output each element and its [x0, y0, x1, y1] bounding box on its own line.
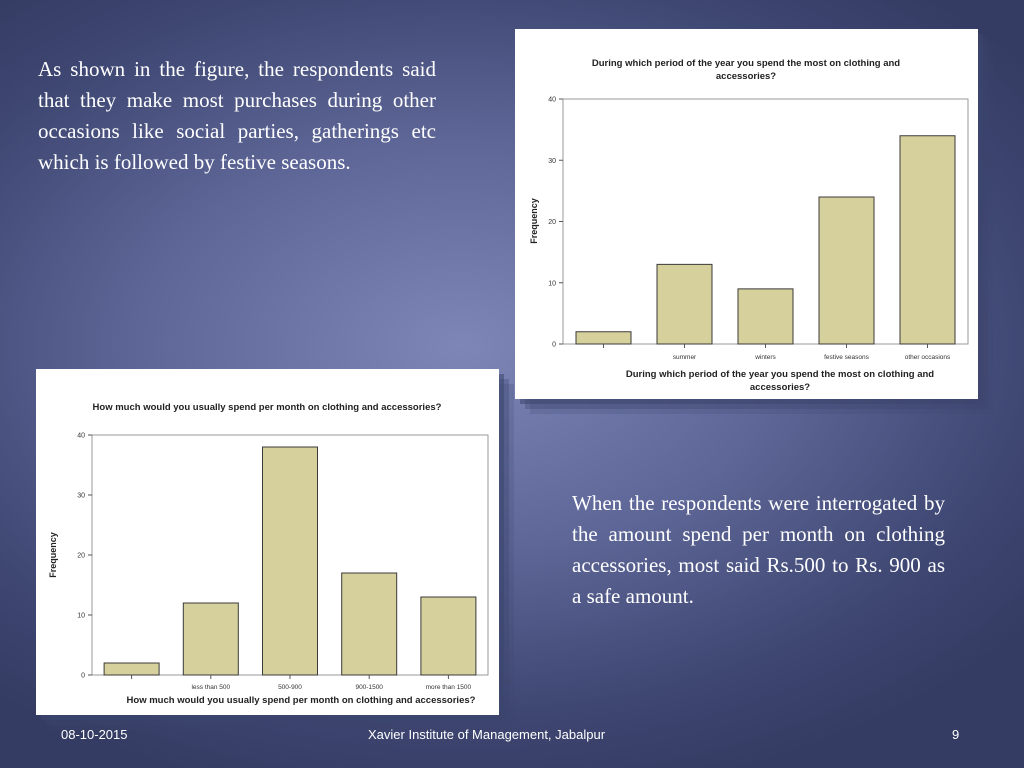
- x-axis-label: During which period of the year you spen…: [626, 369, 934, 380]
- y-axis-label: Frequency: [48, 532, 58, 578]
- bar: [103, 662, 160, 676]
- chart-monthly-spend: How much would you usually spend per mon…: [36, 369, 499, 715]
- x-axis-label: How much would you usually spend per mon…: [127, 695, 476, 706]
- bar: [899, 135, 956, 345]
- summary-paragraph-bottom: When the respondents were interrogated b…: [572, 491, 945, 608]
- x-tick-label: less than 500: [191, 684, 230, 691]
- chart-title-line2: accessories?: [716, 71, 776, 82]
- bar: [182, 602, 239, 676]
- footer-institute: Xavier Institute of Management, Jabalpur: [368, 727, 606, 742]
- bar: [818, 196, 875, 345]
- y-tick-label: 0: [81, 673, 85, 680]
- y-axis-label: Frequency: [529, 198, 539, 244]
- y-tick-label: 0: [552, 342, 556, 349]
- y-tick-label: 40: [77, 433, 85, 440]
- y-tick-label: 20: [548, 219, 556, 226]
- y-tick-label: 10: [77, 613, 85, 620]
- y-tick-label: 30: [548, 158, 556, 165]
- bar: [737, 288, 794, 345]
- y-tick-label: 20: [77, 553, 85, 560]
- chart-title: How much would you usually spend per mon…: [93, 402, 442, 413]
- chart-period-of-year: During which period of the year you spen…: [515, 29, 978, 399]
- chart-spend-svg: How much would you usually spend per mon…: [48, 402, 489, 706]
- bar: [575, 331, 632, 345]
- bar: [262, 446, 318, 676]
- footer-page-number: 9: [952, 727, 960, 742]
- bar: [420, 596, 477, 676]
- x-tick-label: more than 1500: [426, 684, 472, 691]
- bar: [656, 263, 713, 345]
- x-tick-label: 500-900: [278, 684, 302, 691]
- x-tick-label: festive seasons: [824, 354, 870, 361]
- y-tick-label: 30: [77, 493, 85, 500]
- footer-date: 08-10-2015: [61, 727, 128, 742]
- chart-period-svg: During which period of the year you spen…: [529, 58, 969, 393]
- summary-paragraph-top: As shown in the figure, the respondents …: [38, 57, 436, 174]
- y-tick-label: 40: [548, 97, 556, 104]
- y-tick-label: 10: [548, 280, 556, 287]
- x-axis-label-line2: accessories?: [750, 382, 810, 393]
- x-tick-label: winters: [754, 354, 776, 361]
- bar: [341, 572, 398, 676]
- x-tick-label: other occasions: [905, 354, 951, 361]
- x-tick-label: 900-1500: [355, 684, 383, 691]
- x-tick-label: summer: [673, 354, 697, 361]
- chart-title: During which period of the year you spen…: [592, 58, 900, 69]
